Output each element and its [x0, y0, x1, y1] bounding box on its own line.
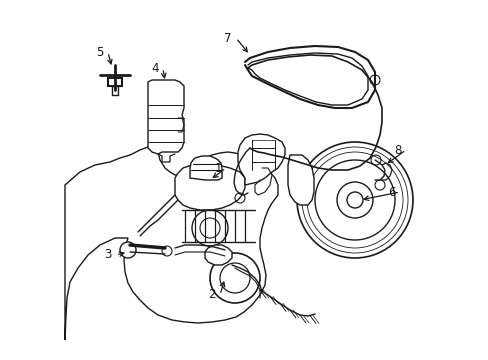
- Text: 5: 5: [96, 45, 103, 59]
- Polygon shape: [190, 156, 222, 180]
- Polygon shape: [175, 164, 244, 210]
- Circle shape: [162, 246, 172, 256]
- Text: 4: 4: [151, 62, 159, 75]
- Circle shape: [346, 192, 362, 208]
- Polygon shape: [238, 134, 285, 185]
- Text: 1: 1: [214, 162, 221, 175]
- Polygon shape: [204, 245, 231, 265]
- Text: 8: 8: [393, 144, 401, 157]
- Circle shape: [209, 253, 260, 303]
- Polygon shape: [65, 147, 278, 340]
- Text: 7: 7: [224, 32, 231, 45]
- Text: 6: 6: [387, 185, 395, 198]
- Polygon shape: [287, 155, 313, 205]
- Circle shape: [296, 142, 412, 258]
- Text: 3: 3: [104, 248, 111, 261]
- Text: 2: 2: [208, 288, 215, 302]
- Polygon shape: [148, 80, 183, 154]
- Circle shape: [120, 242, 136, 258]
- Circle shape: [192, 210, 227, 246]
